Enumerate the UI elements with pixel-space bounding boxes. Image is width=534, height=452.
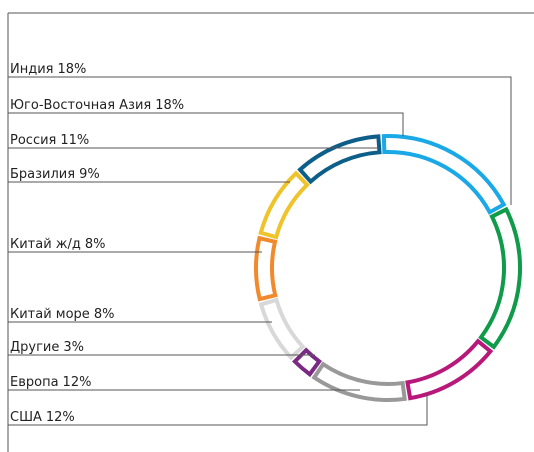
label-value: 8% bbox=[85, 237, 106, 252]
label-name: Другие bbox=[10, 340, 59, 355]
donut-segment bbox=[258, 170, 310, 240]
label-value: 3% bbox=[63, 340, 84, 355]
segment-label: Китай ж/д 8% bbox=[10, 237, 106, 252]
leader-line bbox=[8, 394, 428, 426]
donut-segment bbox=[297, 134, 382, 185]
segment-label: Россия 11% bbox=[10, 133, 89, 148]
leader-line bbox=[8, 112, 404, 136]
segment-label: Европа 12% bbox=[10, 375, 91, 390]
label-value: 8% bbox=[94, 307, 115, 322]
label-value: 18% bbox=[57, 62, 86, 77]
label-value: 12% bbox=[46, 410, 75, 425]
label-value: 18% bbox=[155, 98, 184, 113]
donut-segment bbox=[258, 297, 306, 361]
segment-label: США 12% bbox=[10, 410, 75, 425]
label-name: Китай море bbox=[10, 307, 90, 322]
label-name: США bbox=[10, 410, 42, 425]
label-value: 9% bbox=[79, 167, 100, 182]
label-name: Китай ж/д bbox=[10, 237, 81, 252]
segment-label: Другие 3% bbox=[10, 340, 84, 355]
donut-segment bbox=[405, 338, 494, 401]
segment-label: Юго-Восточная Азия 18% bbox=[10, 98, 184, 113]
segment-label: Индия 18% bbox=[10, 62, 86, 77]
label-name: Россия bbox=[10, 133, 56, 148]
label-name: Европа bbox=[10, 375, 59, 390]
label-value: 12% bbox=[63, 375, 92, 390]
segment-label: Бразилия 9% bbox=[10, 167, 100, 182]
donut-segment bbox=[478, 206, 522, 350]
label-name: Бразилия bbox=[10, 167, 75, 182]
label-name: Юго-Восточная Азия bbox=[10, 98, 151, 113]
donut-segment bbox=[254, 235, 278, 302]
segment-label: Китай море 8% bbox=[10, 307, 114, 322]
label-value: 11% bbox=[60, 133, 89, 148]
donut-segment bbox=[381, 134, 507, 215]
donut-segment bbox=[311, 361, 407, 402]
label-name: Индия bbox=[10, 62, 53, 77]
donut-segment bbox=[292, 347, 322, 378]
leader-line bbox=[8, 76, 512, 205]
